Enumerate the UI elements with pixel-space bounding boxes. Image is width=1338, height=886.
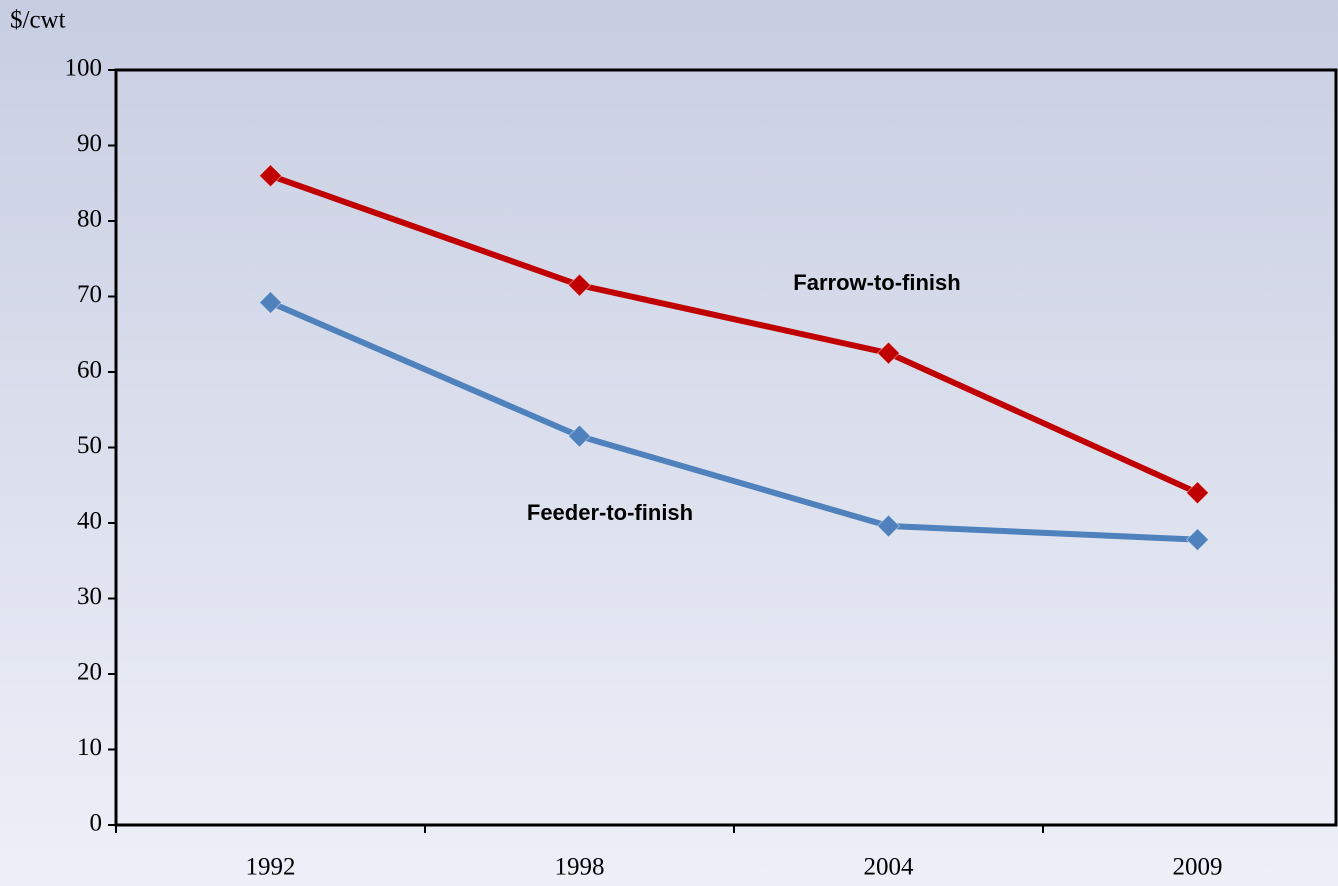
y-tick-label: 90 xyxy=(77,130,102,157)
y-tick-label: 50 xyxy=(77,432,102,459)
y-tick-label: 80 xyxy=(77,206,102,233)
y-axis-label: $/cwt xyxy=(10,7,66,34)
marker xyxy=(258,163,283,188)
x-tick-label: 1998 xyxy=(555,854,605,881)
x-tick-label: 1992 xyxy=(246,854,296,881)
marker xyxy=(876,514,901,538)
y-tick-label: 100 xyxy=(65,55,103,82)
y-tick-label: 30 xyxy=(77,583,102,610)
marker xyxy=(876,341,901,365)
marker xyxy=(567,424,592,448)
series-line xyxy=(269,172,1199,496)
y-tick-label: 70 xyxy=(77,281,102,308)
y-tick-label: 0 xyxy=(90,810,103,837)
x-tick-label: 2009 xyxy=(1173,854,1223,881)
marker xyxy=(567,273,592,297)
marker xyxy=(258,290,283,315)
marker xyxy=(1185,481,1210,505)
series-line xyxy=(269,299,1198,543)
y-tick-label: 10 xyxy=(77,734,102,761)
y-tick-label: 60 xyxy=(77,357,102,384)
y-tick-label: 40 xyxy=(77,508,102,535)
marker xyxy=(1185,527,1210,552)
y-tick-label: 20 xyxy=(77,659,102,686)
series-label: Farrow-to-finish xyxy=(793,270,960,295)
series-label: Feeder-to-finish xyxy=(527,500,693,525)
x-tick-label: 2004 xyxy=(864,854,915,881)
